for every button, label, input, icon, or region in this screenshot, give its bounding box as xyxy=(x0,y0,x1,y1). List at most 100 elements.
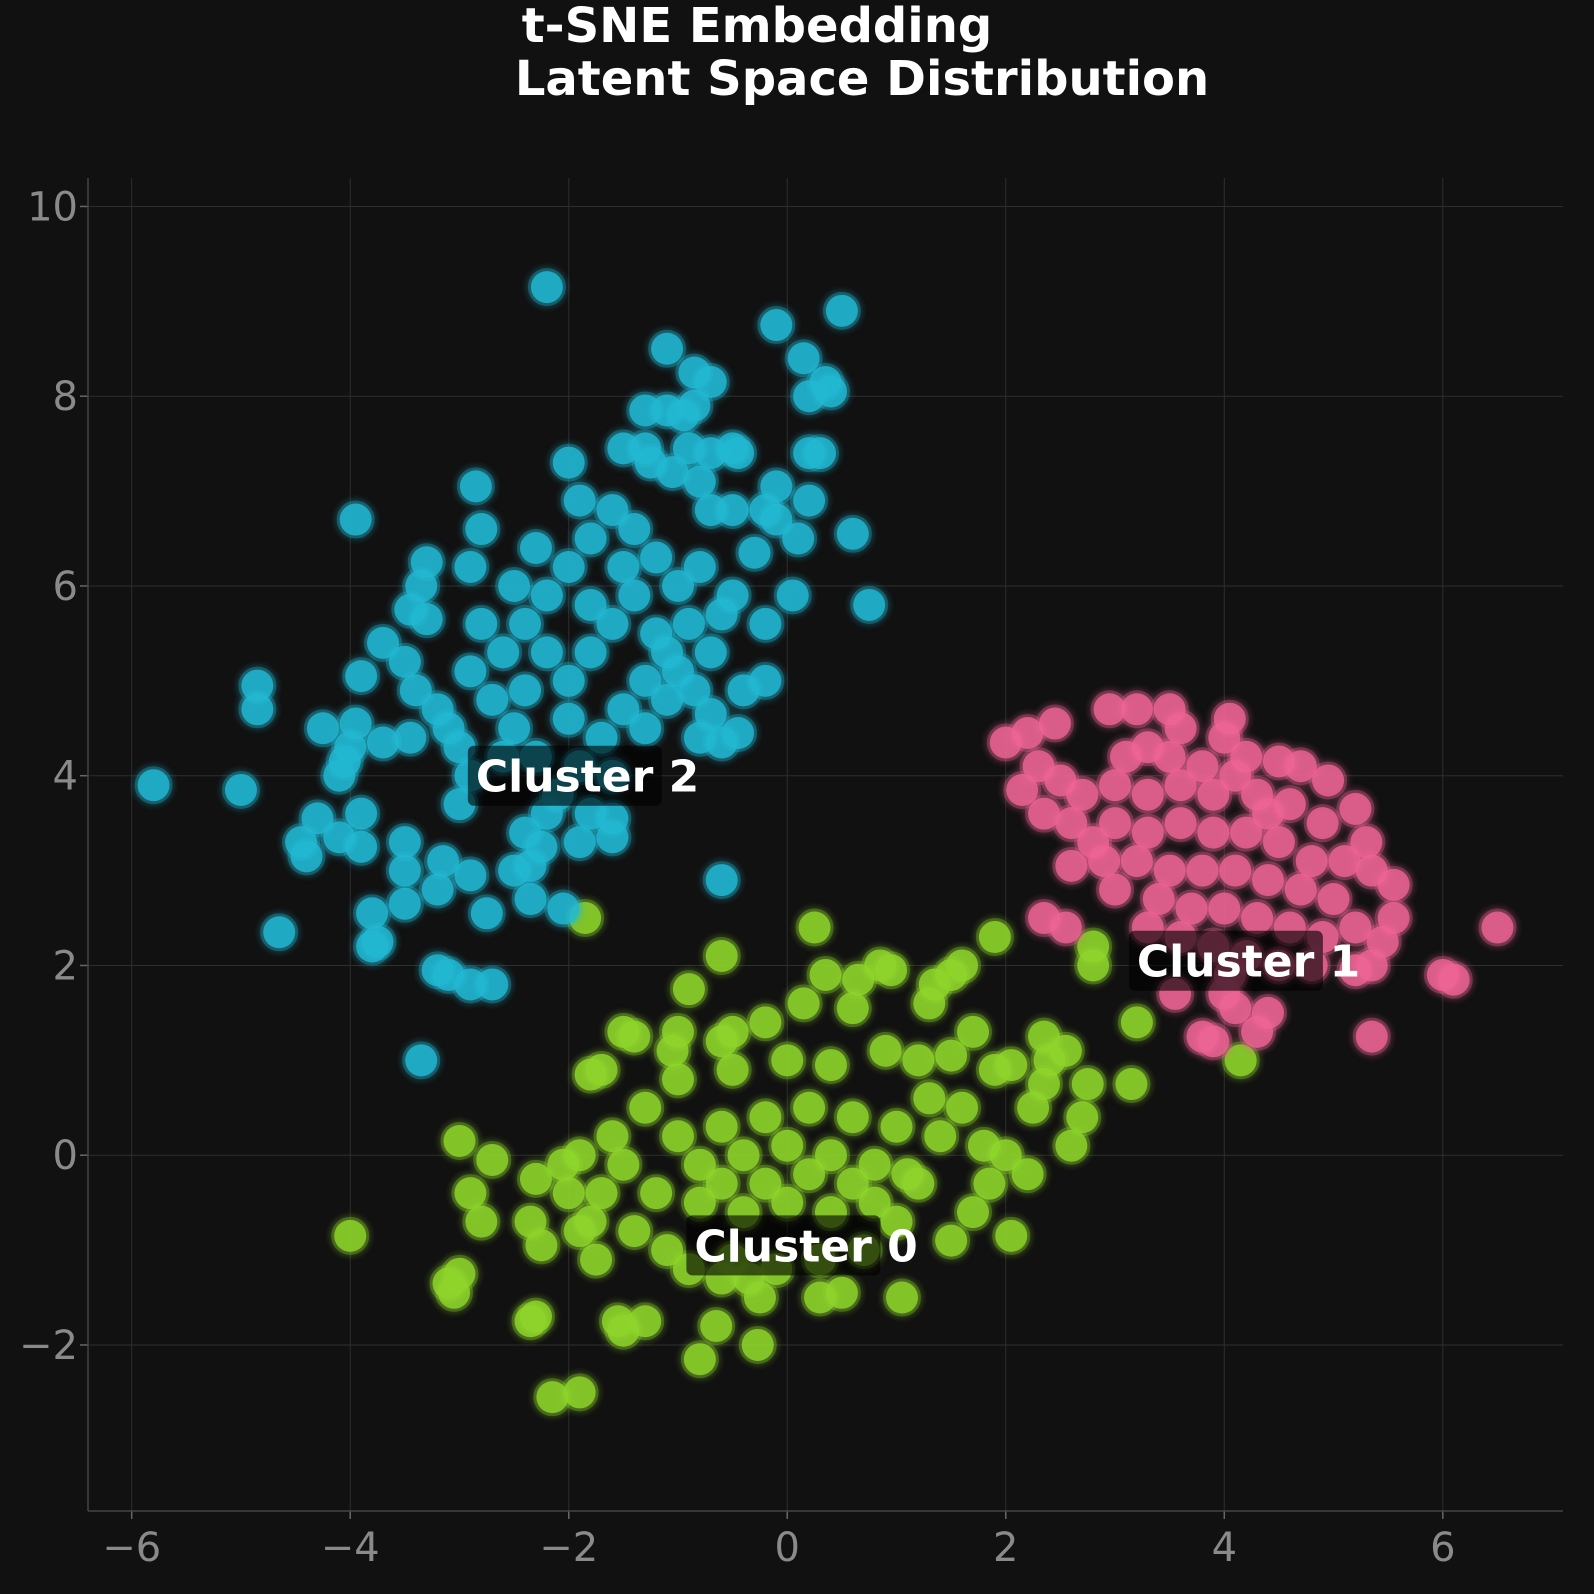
data-point xyxy=(669,970,708,1009)
data-point xyxy=(882,1278,921,1317)
data-point xyxy=(680,547,719,586)
data-point xyxy=(970,1164,1009,1203)
x-tick-label: 0 xyxy=(775,1525,800,1571)
data-point xyxy=(1052,846,1091,885)
data-point xyxy=(1117,842,1156,881)
data-point xyxy=(402,1041,441,1080)
data-point xyxy=(648,391,687,430)
data-point xyxy=(571,1055,610,1094)
data-point xyxy=(593,604,632,643)
data-point xyxy=(1150,851,1189,890)
data-point xyxy=(1161,766,1200,805)
data-point xyxy=(738,1325,777,1364)
data-point xyxy=(1052,804,1091,843)
data-point xyxy=(549,661,588,700)
cluster-label-background xyxy=(686,1215,881,1276)
data-point xyxy=(964,1126,1003,1165)
data-point xyxy=(746,604,785,643)
data-point xyxy=(713,1050,752,1089)
data-point xyxy=(1434,960,1473,999)
data-point xyxy=(702,595,741,634)
data-point xyxy=(975,918,1014,957)
data-point xyxy=(391,718,430,757)
data-point xyxy=(1309,761,1348,800)
y-tick-label: 8 xyxy=(53,374,78,420)
data-point xyxy=(1068,1065,1107,1104)
data-point xyxy=(1117,690,1156,729)
data-point xyxy=(757,306,796,345)
data-point xyxy=(648,329,687,368)
y-tick-label: 10 xyxy=(27,184,78,230)
y-tick-label: 2 xyxy=(53,943,78,989)
data-point xyxy=(484,633,523,672)
data-point xyxy=(811,1046,850,1085)
data-point xyxy=(527,576,566,615)
data-point xyxy=(702,1107,741,1146)
data-point xyxy=(801,1278,840,1317)
data-point xyxy=(516,529,555,568)
data-point xyxy=(866,1031,905,1070)
data-point xyxy=(495,566,534,605)
data-point xyxy=(680,1340,719,1379)
data-point xyxy=(932,1036,971,1075)
data-point xyxy=(702,861,741,900)
data-point xyxy=(1292,842,1331,881)
data-point xyxy=(221,770,260,809)
data-point xyxy=(1112,1065,1151,1104)
data-point xyxy=(549,443,588,482)
data-point xyxy=(1205,718,1244,757)
data-point xyxy=(702,936,741,975)
data-point xyxy=(637,1174,676,1213)
data-point xyxy=(932,1221,971,1260)
data-point xyxy=(342,794,381,833)
data-point xyxy=(746,1003,785,1042)
data-point xyxy=(1194,775,1233,814)
data-point xyxy=(735,533,774,572)
data-point xyxy=(877,1202,916,1241)
data-point xyxy=(467,894,506,933)
data-point xyxy=(790,1088,829,1127)
data-point xyxy=(724,671,763,710)
data-point xyxy=(451,652,490,691)
data-point xyxy=(287,837,326,876)
data-point xyxy=(516,1159,555,1198)
data-point xyxy=(407,600,446,639)
data-point xyxy=(1117,1003,1156,1042)
data-point xyxy=(1478,908,1517,947)
data-point xyxy=(451,1174,490,1213)
data-point xyxy=(511,1302,550,1341)
data-point xyxy=(1139,880,1178,919)
data-point xyxy=(1183,747,1222,786)
data-point xyxy=(1216,756,1255,795)
data-point xyxy=(806,955,845,994)
data-point xyxy=(659,566,697,605)
cluster-label-background xyxy=(1128,930,1323,991)
data-point xyxy=(811,1136,850,1175)
data-point xyxy=(626,661,665,700)
data-point xyxy=(784,339,823,378)
data-point xyxy=(1227,813,1266,852)
grid-lines xyxy=(88,178,1563,1511)
data-point xyxy=(1314,880,1353,919)
data-point xyxy=(506,813,545,852)
data-point xyxy=(1035,704,1074,743)
data-point xyxy=(364,623,402,662)
cluster-label: Cluster 1 xyxy=(1137,937,1360,988)
data-point xyxy=(1336,789,1375,828)
data-point xyxy=(358,922,397,961)
data-point xyxy=(1161,709,1200,748)
cluster-label-background xyxy=(467,745,662,806)
data-point xyxy=(680,462,719,501)
data-point xyxy=(795,908,834,947)
data-point xyxy=(768,1041,807,1080)
data-point xyxy=(1106,737,1145,776)
data-point xyxy=(746,1164,785,1203)
data-point xyxy=(833,989,872,1028)
data-point xyxy=(943,1088,982,1127)
data-point xyxy=(1205,889,1244,928)
data-point xyxy=(1374,865,1413,904)
data-point xyxy=(779,519,818,558)
data-point xyxy=(691,491,730,530)
data-point xyxy=(648,1231,687,1270)
data-point xyxy=(1172,889,1211,928)
